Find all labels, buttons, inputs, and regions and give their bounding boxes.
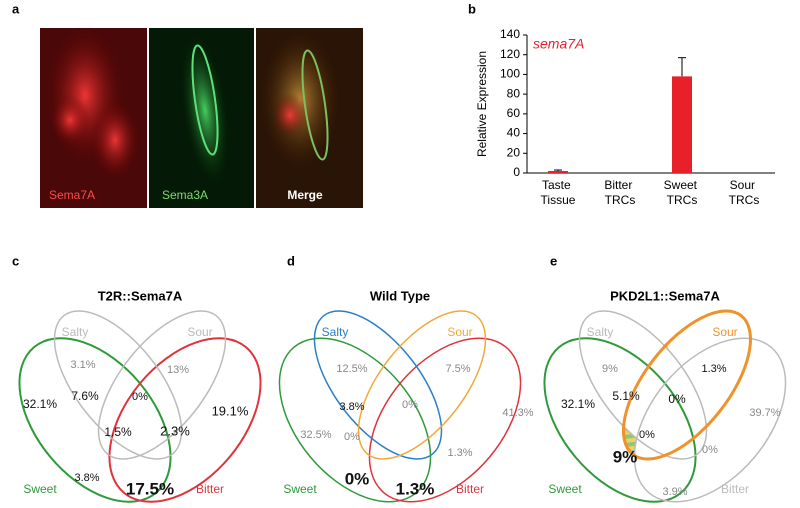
region-value: 2.3% <box>160 423 190 438</box>
region-value: 1.5% <box>104 425 132 439</box>
panel-label: b <box>468 1 476 16</box>
region-value: 1.3% <box>396 479 435 498</box>
micrographs <box>40 25 363 208</box>
venn-set <box>578 310 708 460</box>
venn-title: Wild Type <box>370 288 430 303</box>
region-value: 32.5% <box>300 429 331 441</box>
region-value: 5.1% <box>612 389 640 403</box>
panel-label: e <box>550 253 557 268</box>
region-value: 3.8% <box>74 472 99 484</box>
region-value: 39.7% <box>749 407 780 419</box>
y-tick-label: 80 <box>507 86 521 100</box>
set-label: Sour <box>187 325 212 339</box>
y-axis-label: Relative Expression <box>475 51 489 157</box>
image-detail <box>301 49 329 161</box>
venn-set <box>633 337 787 503</box>
image-label: Merge <box>287 188 323 202</box>
image-label: Sema7A <box>49 188 95 202</box>
set-label: Bitter <box>721 482 749 496</box>
image-label: Sema3A <box>162 188 208 202</box>
region-value: 12.5% <box>336 363 367 375</box>
region-value: 1.3% <box>447 447 472 459</box>
venn-set <box>543 337 697 503</box>
region-value: 0% <box>668 392 686 406</box>
set-label: Salty <box>587 325 614 339</box>
venn-set <box>313 310 443 460</box>
venn-set <box>634 338 786 502</box>
region-value: 7.5% <box>445 363 470 375</box>
venn-set <box>108 337 262 503</box>
region-value: 3.8% <box>339 401 364 413</box>
region-value: 0% <box>344 431 360 443</box>
region-value: 13% <box>167 364 189 376</box>
region-value: 7.6% <box>71 389 99 403</box>
region-value: 3.1% <box>70 359 95 371</box>
x-tick-label: Sour TRCs <box>729 178 760 207</box>
region-value: 0% <box>345 469 370 488</box>
image-detail <box>191 44 219 156</box>
set-label: Sour <box>447 325 472 339</box>
y-tick-label: 40 <box>507 126 521 140</box>
venn-set <box>622 309 752 461</box>
region-value: 0% <box>702 444 718 456</box>
region-value: 0% <box>132 391 148 403</box>
region-value: 0% <box>402 399 418 411</box>
bar <box>548 171 568 173</box>
panel-label: a <box>12 1 20 16</box>
venn-title: PKD2L1::Sema7A <box>610 288 720 303</box>
x-tick-label: Bitter TRCs <box>604 178 635 207</box>
region-value: 3.9% <box>662 486 687 498</box>
image-detail <box>50 95 90 145</box>
venn-set <box>98 310 226 460</box>
image-detail <box>272 93 308 137</box>
region-value: 32.1% <box>561 397 595 411</box>
set-label: Salty <box>62 325 89 339</box>
region-value: 19.1% <box>212 403 249 418</box>
image-detail <box>90 100 140 180</box>
venn-set <box>53 310 183 460</box>
region-value: 9% <box>613 447 638 466</box>
y-tick-label: 100 <box>500 67 520 81</box>
set-label: Bitter <box>196 482 224 496</box>
set-label: Salty <box>322 325 349 339</box>
venn-set <box>278 337 432 503</box>
annotation: sema7A <box>533 36 584 52</box>
set-label: Sour <box>712 325 737 339</box>
y-tick-label: 120 <box>500 47 520 61</box>
x-tick-label: Taste Tissue <box>541 178 576 207</box>
venn-set <box>357 310 487 460</box>
region-value: 9% <box>602 363 618 375</box>
y-tick-label: 20 <box>507 145 521 159</box>
x-tick-label: Sweet TRCs <box>664 178 701 207</box>
panel-label: d <box>287 253 295 268</box>
set-label: Sweet <box>548 482 582 496</box>
set-label: Sweet <box>283 482 317 496</box>
region-value: 1.3% <box>701 363 726 375</box>
set-label: Sweet <box>23 482 57 496</box>
venn-set <box>368 337 522 503</box>
region-value: 17.5% <box>126 479 174 498</box>
region-value: 41.3% <box>502 407 533 419</box>
venn-set <box>97 310 227 460</box>
y-tick-label: 140 <box>500 27 520 41</box>
bar <box>672 76 692 173</box>
venn-title: T2R::Sema7A <box>98 288 183 303</box>
region-value: 0% <box>639 429 655 441</box>
y-tick-label: 60 <box>507 106 521 120</box>
set-label: Bitter <box>456 482 484 496</box>
panel-label: c <box>12 253 19 268</box>
y-tick-label: 0 <box>513 165 520 179</box>
region-value: 32.1% <box>23 397 57 411</box>
